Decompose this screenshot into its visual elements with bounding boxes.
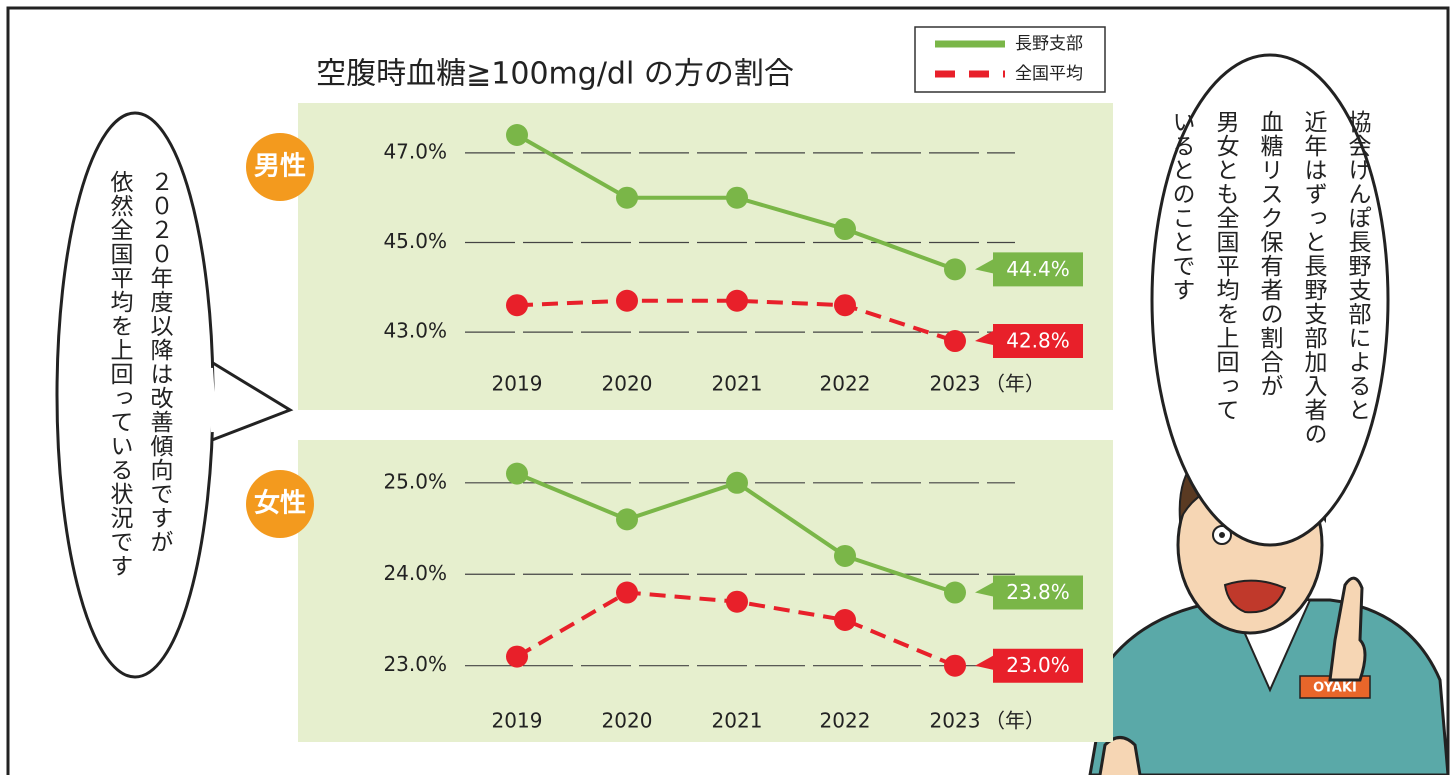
- x-unit: （年）: [985, 709, 1045, 733]
- value-label: 44.4%: [1006, 257, 1070, 281]
- svg-text:OYAKI: OYAKI: [1313, 681, 1357, 696]
- y-tick-label: 25.0%: [383, 469, 447, 493]
- x-tick-label: 2022: [820, 372, 871, 396]
- data-point: [726, 472, 748, 494]
- plot: 男性 43.0% 45.0% 47.0% 2019 2020 2021 2022 2023（年）…: [246, 103, 1113, 410]
- value-label: 42.8%: [1006, 329, 1070, 353]
- panel: 空腹時血糖≧100mg/dl の方の割合 OYAKI 長野支部全国平均男性 43.…: [0, 0, 1456, 775]
- bubble-text: 男女とも全国平均を上回って: [1208, 110, 1242, 422]
- y-tick-label: 24.0%: [383, 561, 447, 585]
- data-point: [834, 294, 856, 316]
- x-unit: （年）: [985, 372, 1045, 396]
- data-point: [944, 655, 966, 677]
- data-point: [834, 218, 856, 240]
- x-tick-label: 2019: [492, 372, 543, 396]
- bubble-join: [210, 368, 214, 432]
- data-point: [834, 609, 856, 631]
- data-point: [944, 582, 966, 604]
- data-point: [506, 646, 528, 668]
- data-point: [506, 294, 528, 316]
- bubble-text: 協会けんぽ長野支部によると: [1340, 110, 1374, 422]
- x-tick-label: 2020: [602, 709, 653, 733]
- legend-label: 長野支部: [1015, 34, 1083, 54]
- data-point: [834, 545, 856, 567]
- bubble-text: 依然全国平均を上回っている状況です: [102, 170, 136, 578]
- data-point: [944, 258, 966, 280]
- data-point: [616, 582, 638, 604]
- x-tick-label: 2023: [930, 709, 981, 733]
- data-point: [726, 187, 748, 209]
- bubble-tail: [208, 360, 290, 440]
- x-tick-label: 2020: [602, 372, 653, 396]
- value-label: 23.0%: [1006, 653, 1070, 677]
- data-point: [506, 124, 528, 146]
- x-tick-label: 2021: [712, 372, 763, 396]
- data-point: [726, 591, 748, 613]
- chart-title: 空腹時血糖≧100mg/dl の方の割合: [316, 57, 794, 92]
- x-tick-label: 2023: [930, 372, 981, 396]
- y-tick-label: 47.0%: [383, 139, 447, 163]
- x-tick-label: 2022: [820, 709, 871, 733]
- bubble-text: いるとのことです: [1164, 110, 1198, 302]
- value-label: 23.8%: [1006, 580, 1070, 604]
- bubble-text: 近年はずっと長野支部加入者の: [1296, 110, 1330, 446]
- data-point: [616, 508, 638, 530]
- x-tick-label: 2019: [492, 709, 543, 733]
- data-point: [944, 330, 966, 352]
- x-tick-label: 2021: [712, 709, 763, 733]
- bubble-text: ２０２０年度以降は改善傾向ですが: [142, 170, 176, 554]
- y-tick-label: 23.0%: [383, 652, 447, 676]
- bubble-text: 血糖リスク保有者の割合が: [1252, 110, 1286, 398]
- chart-label: 女性: [254, 489, 306, 519]
- y-tick-label: 45.0%: [383, 229, 447, 253]
- chart-label: 男性: [254, 152, 306, 182]
- data-point: [506, 463, 528, 485]
- plot: 女性 23.0% 24.0% 25.0% 2019 2020 2021 2022 2023（年）…: [246, 440, 1113, 742]
- data-point: [726, 290, 748, 312]
- data-point: [616, 187, 638, 209]
- data-point: [616, 290, 638, 312]
- y-tick-label: 43.0%: [383, 319, 447, 343]
- legend-label: 全国平均: [1015, 64, 1083, 84]
